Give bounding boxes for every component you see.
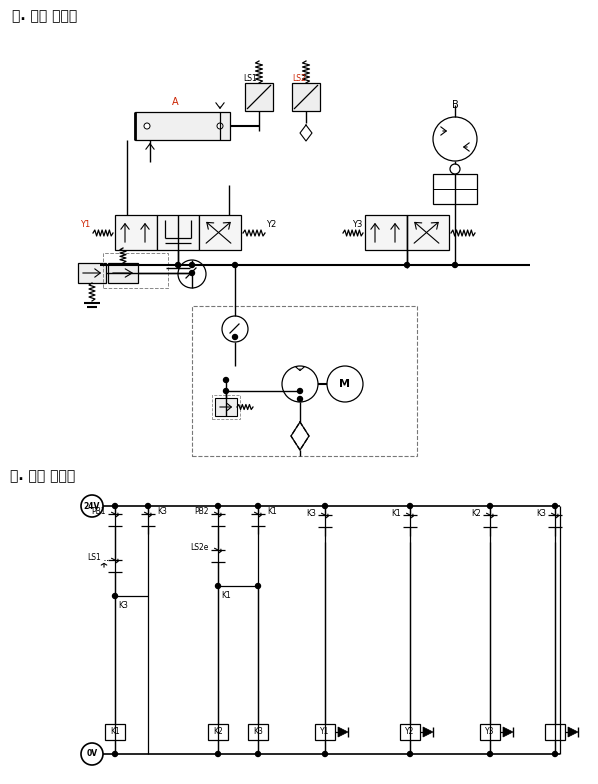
Bar bbox=[212, 395, 240, 419]
Circle shape bbox=[553, 503, 557, 509]
Circle shape bbox=[112, 752, 117, 757]
Circle shape bbox=[487, 503, 493, 509]
Circle shape bbox=[215, 503, 221, 509]
Bar bbox=[292, 83, 320, 111]
Circle shape bbox=[407, 503, 413, 509]
Bar bbox=[105, 724, 125, 740]
Text: PB1: PB1 bbox=[91, 507, 106, 517]
Circle shape bbox=[255, 752, 261, 757]
Bar bbox=[199, 215, 241, 250]
Polygon shape bbox=[338, 727, 348, 737]
Bar bbox=[192, 306, 417, 456]
Circle shape bbox=[255, 583, 261, 589]
Circle shape bbox=[553, 752, 557, 757]
Bar bbox=[480, 724, 500, 740]
Text: K2: K2 bbox=[213, 728, 223, 736]
Text: K3: K3 bbox=[118, 601, 128, 611]
Circle shape bbox=[453, 263, 457, 267]
Bar bbox=[315, 724, 335, 740]
Bar bbox=[208, 724, 228, 740]
Text: K3: K3 bbox=[536, 509, 546, 517]
Circle shape bbox=[224, 378, 228, 383]
Circle shape bbox=[112, 593, 117, 598]
Circle shape bbox=[297, 397, 303, 401]
Circle shape bbox=[175, 263, 181, 267]
Circle shape bbox=[144, 123, 150, 129]
Text: K3: K3 bbox=[157, 507, 167, 517]
Bar bbox=[365, 215, 407, 250]
Text: 나. 전기 회로도: 나. 전기 회로도 bbox=[10, 469, 75, 483]
Bar bbox=[245, 83, 273, 111]
Text: 24V: 24V bbox=[84, 502, 100, 510]
Bar bbox=[407, 215, 449, 250]
Bar bbox=[78, 263, 106, 283]
Bar bbox=[248, 724, 268, 740]
Text: B: B bbox=[451, 100, 459, 110]
Text: K3: K3 bbox=[253, 728, 263, 736]
Circle shape bbox=[487, 752, 493, 757]
Circle shape bbox=[322, 503, 328, 509]
Bar bbox=[103, 253, 168, 288]
Text: Y3: Y3 bbox=[485, 728, 495, 736]
Circle shape bbox=[224, 389, 228, 394]
Bar bbox=[115, 215, 157, 250]
Text: K2: K2 bbox=[471, 509, 481, 517]
Text: M: M bbox=[340, 379, 350, 389]
Text: K1: K1 bbox=[110, 728, 120, 736]
Bar bbox=[157, 215, 199, 250]
Polygon shape bbox=[503, 727, 513, 737]
Circle shape bbox=[112, 503, 117, 509]
Bar bbox=[400, 724, 420, 740]
Text: LS2: LS2 bbox=[292, 74, 306, 82]
Text: 0V: 0V bbox=[87, 750, 97, 758]
Text: Y2: Y2 bbox=[405, 728, 414, 736]
Circle shape bbox=[145, 503, 151, 509]
Bar bbox=[108, 263, 138, 283]
Text: LS1: LS1 bbox=[243, 74, 257, 82]
Text: K1: K1 bbox=[391, 509, 401, 517]
Circle shape bbox=[407, 752, 413, 757]
Text: K1: K1 bbox=[267, 507, 277, 517]
Bar bbox=[215, 398, 237, 416]
Circle shape bbox=[404, 263, 410, 267]
Bar bbox=[135, 112, 230, 140]
Circle shape bbox=[233, 335, 237, 339]
Circle shape bbox=[297, 389, 303, 394]
Text: 가. 유압 회로도: 가. 유압 회로도 bbox=[12, 9, 77, 23]
Polygon shape bbox=[568, 727, 578, 737]
Circle shape bbox=[215, 752, 221, 757]
Text: Y3: Y3 bbox=[352, 220, 362, 228]
Text: A: A bbox=[172, 97, 178, 107]
Circle shape bbox=[322, 752, 328, 757]
Bar bbox=[433, 174, 477, 204]
Circle shape bbox=[255, 503, 261, 509]
Text: K3: K3 bbox=[306, 509, 316, 517]
Circle shape bbox=[217, 123, 223, 129]
Text: LS2e: LS2e bbox=[191, 543, 209, 553]
Text: Y1: Y1 bbox=[321, 728, 329, 736]
Text: K1: K1 bbox=[221, 591, 231, 601]
Circle shape bbox=[190, 263, 194, 267]
Circle shape bbox=[215, 583, 221, 589]
Circle shape bbox=[190, 270, 194, 275]
Text: Y2: Y2 bbox=[266, 220, 276, 228]
Bar bbox=[545, 724, 565, 740]
Circle shape bbox=[233, 263, 237, 267]
Text: PB2: PB2 bbox=[194, 507, 209, 517]
Polygon shape bbox=[423, 727, 433, 737]
Text: Y1: Y1 bbox=[80, 220, 90, 228]
Text: LS1: LS1 bbox=[87, 554, 101, 562]
